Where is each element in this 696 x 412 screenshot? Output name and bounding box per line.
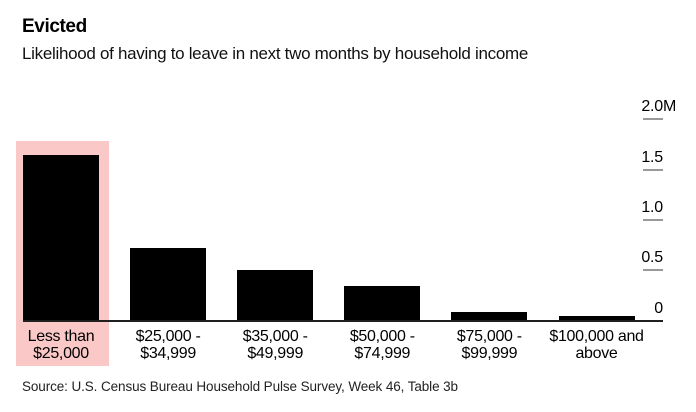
bar	[23, 155, 99, 321]
x-axis-line	[23, 319, 663, 322]
y-tick-dash	[643, 218, 663, 221]
chart-subtitle: Likelihood of having to leave in next tw…	[22, 44, 528, 63]
category-label-line: $99,999	[461, 344, 518, 362]
category-label: $35,000 - $49,999	[215, 328, 335, 362]
bar	[130, 247, 207, 321]
y-tick-label: 0.5	[641, 249, 663, 267]
category-label-line: above	[575, 344, 618, 362]
category-label-line: $35,000 -	[242, 328, 308, 345]
category-label-line: $100,000 and	[549, 328, 644, 345]
y-axis-unit: M	[663, 98, 677, 116]
category-label-line: $49,999	[247, 344, 304, 362]
bar	[237, 269, 314, 321]
plot-area: 2.0 M 1.5 1.0 0.5 0 Less than $25,000 $25,000 - $…	[0, 90, 696, 380]
y-tick-label: 1.0	[641, 198, 663, 216]
category-label-line: $74,999	[354, 344, 411, 362]
y-tick-dash	[643, 168, 663, 171]
category-label-line: $50,000 -	[349, 328, 415, 345]
category-label-line: $25,000	[33, 344, 89, 362]
bar	[451, 311, 528, 321]
category-label: $75,000 - $99,999	[429, 328, 549, 362]
bar	[344, 285, 421, 321]
bar	[558, 316, 635, 321]
category-label-line: $25,000 -	[135, 328, 201, 345]
category-label: Less than $25,000	[1, 328, 121, 362]
source-note: Source: U.S. Census Bureau Household Pul…	[22, 379, 458, 394]
category-label: $100,000 and above	[537, 328, 657, 362]
y-tick-label: 2.0 M	[641, 98, 677, 116]
category-label-line: $34,999	[140, 344, 196, 362]
chart-title: Evicted	[22, 16, 87, 37]
category-label: $25,000 - $34,999	[108, 328, 228, 362]
y-tick-dash	[643, 269, 663, 272]
y-tick-label: 0	[654, 299, 663, 317]
category-label-line: $75,000 -	[456, 328, 522, 345]
category-label: $50,000 - $74,999	[322, 328, 442, 362]
y-tick-label: 1.5	[641, 148, 663, 166]
y-tick-dash	[643, 118, 663, 121]
category-label-line: Less than	[27, 328, 95, 345]
